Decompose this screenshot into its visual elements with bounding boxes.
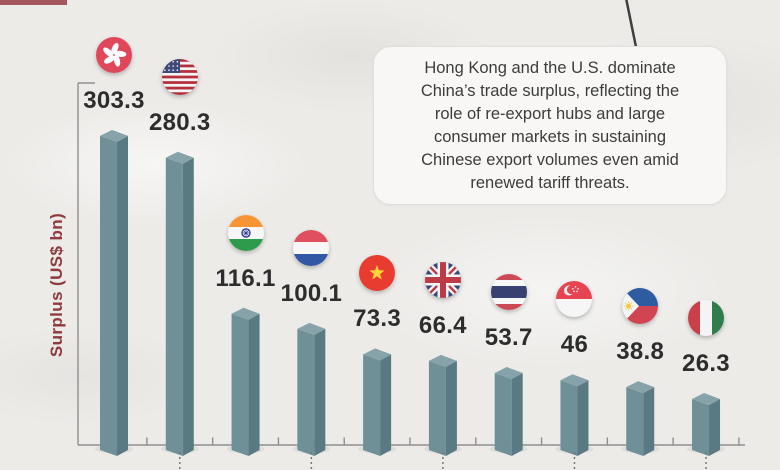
bar-united-kingdom <box>423 354 462 470</box>
bar-value-label: 303.3 <box>83 86 145 114</box>
philippines-flag-icon <box>622 288 659 325</box>
x-axis-ticks <box>146 437 740 445</box>
bar-value-label: 280.3 <box>148 108 211 136</box>
bar-value-label: 66.4 <box>418 311 467 339</box>
bar-value-label: 116.1 <box>215 264 276 292</box>
callout-text: Hong Kong and the U.S. dominate China’s … <box>420 58 680 192</box>
singapore-flag-icon <box>556 281 593 318</box>
bar-hong-kong <box>95 129 133 457</box>
y-axis-label: Surplus (US$ bn) <box>47 212 66 358</box>
callout-pointer-line <box>625 0 638 48</box>
bar-value-label: 38.8 <box>616 338 665 366</box>
bar-thailand <box>489 366 528 456</box>
india-flag-icon <box>227 214 264 251</box>
bar-united-states <box>160 151 199 470</box>
vietnam-flag-icon <box>359 255 396 292</box>
bar-netherlands <box>292 322 331 470</box>
bar-value-label: 26.3 <box>682 350 730 377</box>
bar-india <box>226 307 265 456</box>
united-states-flag-icon <box>161 58 198 95</box>
bar-singapore <box>555 374 594 470</box>
italy-flag-icon <box>688 300 725 336</box>
bar-italy <box>687 393 726 470</box>
thailand-flag-icon <box>490 273 527 310</box>
bar-value-label: 46 <box>560 331 589 359</box>
hong-kong-flag-icon <box>96 36 132 73</box>
bar-value-label: 100.1 <box>280 279 343 307</box>
brand-accent-bar <box>0 0 67 5</box>
bar-value-label: 53.7 <box>484 323 533 351</box>
united-kingdom-flag-icon <box>424 261 461 298</box>
bar-vietnam <box>358 348 397 456</box>
netherlands-flag-icon <box>293 229 330 266</box>
bar-philippines <box>621 381 660 456</box>
bar-value-label: 73.3 <box>353 305 402 333</box>
callout-box: Hong Kong and the U.S. dominate China’s … <box>373 46 727 205</box>
